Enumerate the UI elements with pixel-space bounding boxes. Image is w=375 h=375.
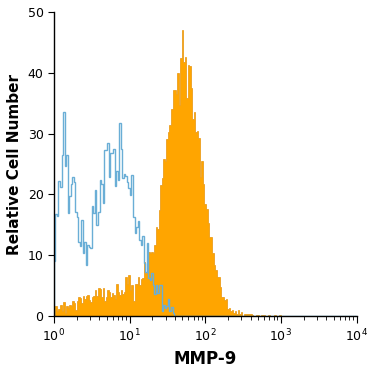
X-axis label: MMP-9: MMP-9 <box>174 350 237 368</box>
Y-axis label: Relative Cell Number: Relative Cell Number <box>7 74 22 255</box>
